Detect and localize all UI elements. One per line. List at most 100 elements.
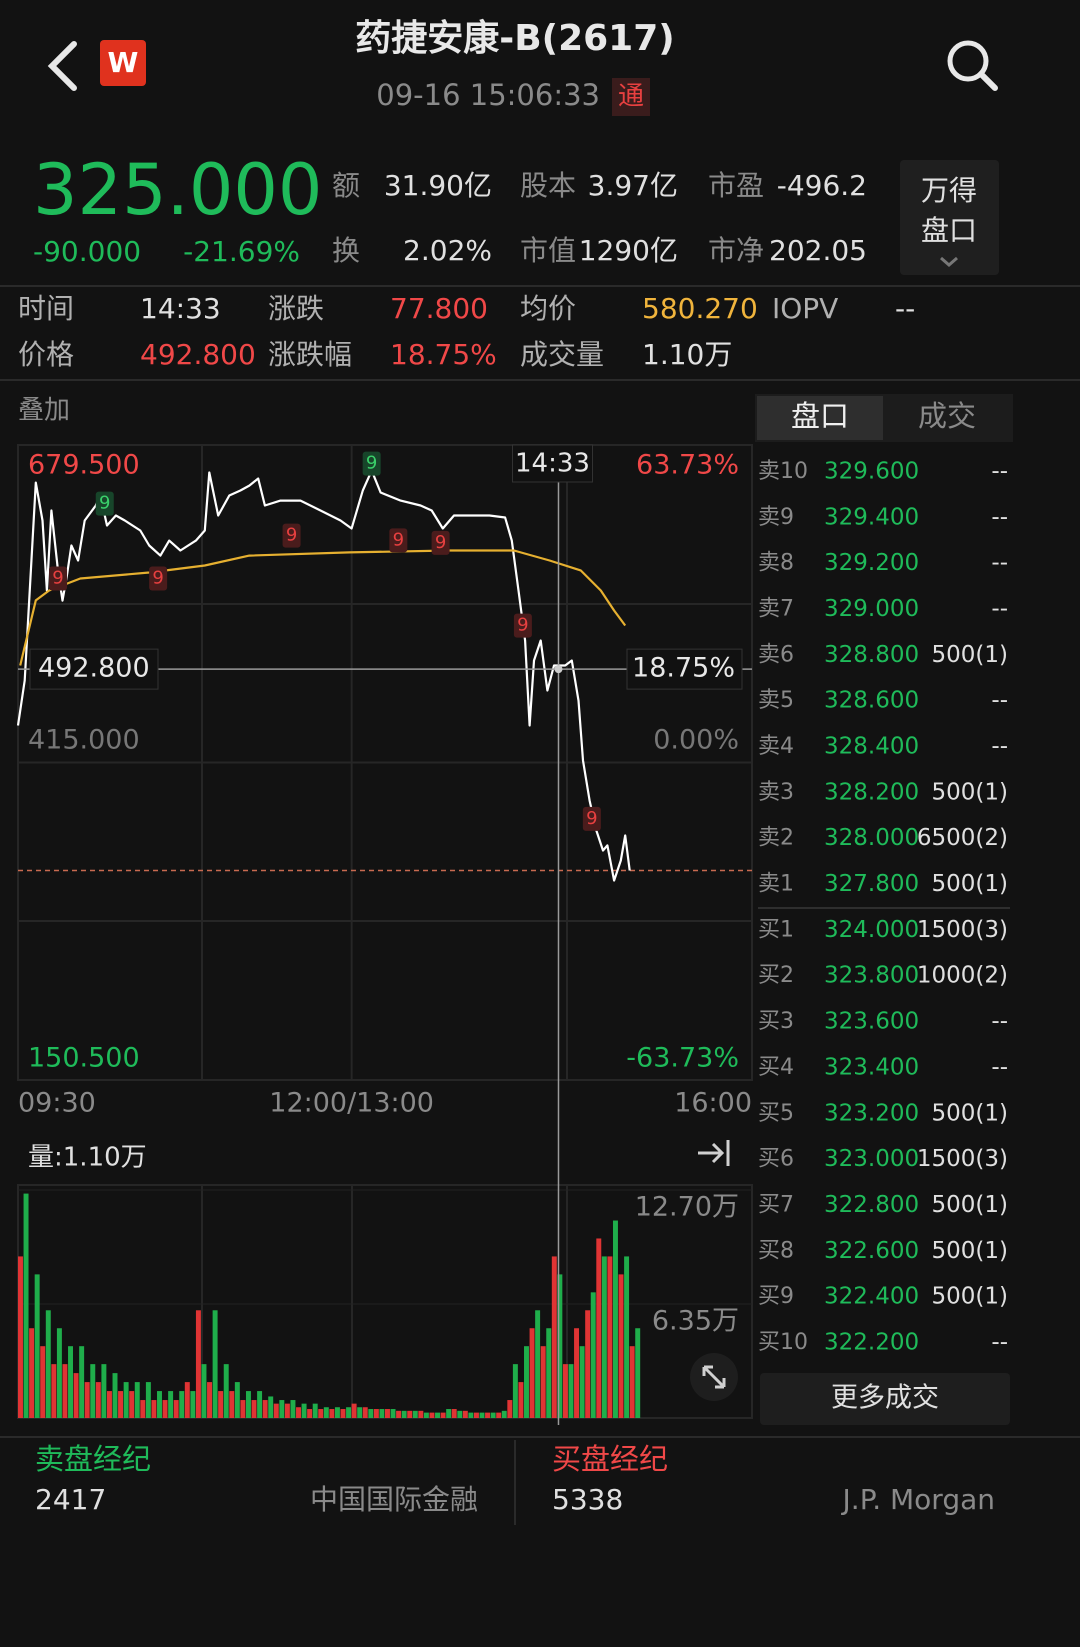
search-button[interactable] (947, 40, 998, 91)
book-level: 卖1 (758, 872, 794, 897)
volume-bar (190, 1391, 196, 1418)
buy-broker-id: 5338 (552, 1483, 623, 1516)
datetime: 09-16 15:06:33 (376, 78, 600, 112)
book-volume: 500(1) (932, 779, 1008, 805)
go-latest-button[interactable] (698, 1140, 730, 1166)
y-tick-label: 12.70万 (635, 1192, 739, 1223)
stat-label: 换 (332, 234, 360, 267)
x-tick-label: 12:00/13:00 (269, 1088, 434, 1119)
volume-bar (401, 1410, 407, 1418)
book-level: 卖3 (758, 780, 794, 805)
overlay-button[interactable]: 叠加 (18, 396, 70, 426)
volume-bar (296, 1407, 301, 1418)
info-label: 时间 (18, 292, 74, 325)
x-tick-label: 09:30 (18, 1088, 96, 1119)
book-volume: 500(1) (932, 1192, 1008, 1218)
book-volume: 500(1) (932, 1238, 1008, 1264)
volume-bar (618, 1274, 624, 1418)
icon (698, 1140, 730, 1166)
volume-bar (451, 1409, 457, 1418)
wind-button[interactable] (900, 160, 999, 275)
stat-label: 额 (332, 169, 360, 202)
volume-bar (351, 1403, 357, 1418)
crosshair-label-bg (626, 648, 743, 690)
volume-bar (73, 1373, 79, 1418)
book-level: 卖8 (758, 551, 794, 576)
tab-active-bg (757, 396, 883, 440)
stat-value: 1290亿 (579, 234, 678, 267)
volume-bar (412, 1410, 418, 1418)
book-price: 324.000 (824, 917, 919, 943)
book-price: 329.400 (824, 504, 919, 530)
book-volume: 500(1) (932, 642, 1008, 668)
info-label: 成交量 (520, 338, 604, 371)
more-trades-button[interactable] (760, 1373, 1010, 1425)
volume-bar (112, 1373, 118, 1418)
crosshair-pct: 18.75% (632, 653, 735, 684)
volume-bar (62, 1364, 68, 1418)
signal-marker (582, 806, 601, 831)
book-volume: 500(1) (932, 1100, 1008, 1126)
volume-bar (418, 1410, 424, 1418)
volume-bar (479, 1412, 485, 1418)
volume-bar (396, 1410, 402, 1418)
volume-bar (18, 1256, 23, 1418)
volume-bar (390, 1409, 396, 1418)
volume-bar (496, 1412, 502, 1418)
volume-bar (590, 1292, 596, 1418)
crosshair-label-bg (29, 648, 159, 690)
book-level: 卖4 (758, 734, 794, 759)
volume-bar (101, 1364, 107, 1418)
signal-marker (513, 613, 532, 638)
volume-bar (334, 1407, 340, 1418)
book-price: 329.600 (824, 459, 919, 485)
volume-label: 量:1.10万 (28, 1143, 147, 1173)
crosshair-price: 492.800 (38, 653, 150, 684)
signal-marker (149, 566, 168, 591)
volume-bar (490, 1412, 496, 1418)
fullscreen-button[interactable] (690, 1353, 738, 1401)
info-value: 1.10万 (642, 338, 732, 371)
book-price: 322.200 (824, 1329, 919, 1355)
book-volume: 1500(3) (917, 917, 1008, 943)
info-label: IOPV (772, 292, 838, 325)
volume-bar (385, 1409, 390, 1418)
signal-label: 9 (286, 525, 297, 546)
book-volume: 500(1) (932, 871, 1008, 897)
volume-bar (179, 1391, 185, 1418)
book-level: 买9 (758, 1284, 794, 1309)
signal-label: 9 (52, 567, 63, 588)
volume-bar (596, 1238, 602, 1418)
search-icon (978, 71, 998, 91)
volume-bar (512, 1364, 518, 1418)
stat-value: 202.05 (769, 234, 867, 267)
book-volume: 1000(2) (917, 963, 1008, 989)
book-volume: -- (991, 1054, 1008, 1080)
volume-bar (184, 1382, 190, 1418)
stat-value: 2.02% (403, 234, 492, 267)
volume-bar (368, 1409, 374, 1418)
volume-bar (51, 1364, 57, 1418)
book-price: 328.200 (824, 779, 919, 805)
volume-bar (501, 1410, 507, 1418)
back-button[interactable] (47, 41, 77, 91)
wind-button-text: 万得 (921, 174, 977, 207)
info-value: -- (895, 292, 915, 325)
tab[interactable]: 盘口 (791, 399, 849, 433)
tab[interactable]: 成交 (918, 399, 976, 433)
volume-bar (574, 1328, 580, 1418)
volume-plot: 12.70万 6.35万 (18, 1185, 752, 1418)
volume-bar (290, 1400, 296, 1418)
volume-bar (301, 1403, 307, 1418)
price-change: -90.000 (33, 235, 141, 268)
volume-bar (568, 1364, 574, 1418)
sell-broker-id: 2417 (35, 1483, 106, 1516)
book-level: 卖7 (758, 597, 794, 622)
buy-broker-title: 买盘经纪 (552, 1442, 668, 1476)
signal-marker (389, 528, 408, 553)
stat-value: 31.90亿 (384, 169, 492, 202)
chevron (940, 256, 958, 267)
stat-label: 市净 (708, 234, 764, 267)
info-value: 14:33 (140, 292, 221, 325)
